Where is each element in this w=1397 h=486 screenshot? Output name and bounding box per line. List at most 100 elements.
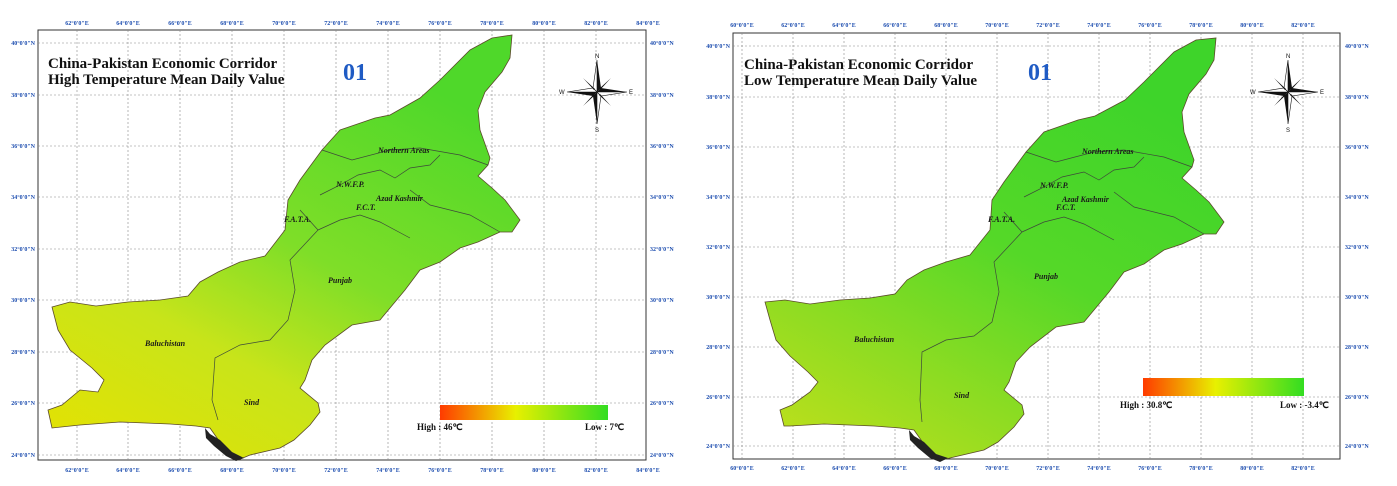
y-tick-label: 24°0'0"N <box>1345 443 1369 450</box>
x-tick-label: 76°0'0"E <box>1138 465 1161 472</box>
y-tick-label: 26°0'0"N <box>650 400 674 407</box>
y-tick-label: 40°0'0"N <box>706 43 730 50</box>
coastline-delta <box>205 428 244 461</box>
y-tick-label: 34°0'0"N <box>706 194 730 201</box>
y-tick-label: 24°0'0"N <box>706 443 730 450</box>
x-tick-label: 68°0'0"E <box>934 465 957 472</box>
region-label: N.W.F.P. <box>335 180 364 189</box>
x-tick-label: 78°0'0"E <box>480 467 503 474</box>
x-axis-bottom-ticks: 62°0'0"E 64°0'0"E 66°0'0"E 68°0'0"E 70°0… <box>65 467 659 474</box>
x-tick-label: 72°0'0"E <box>1036 465 1059 472</box>
x-tick-label: 84°0'0"E <box>636 20 659 27</box>
y-tick-label: 34°0'0"N <box>11 194 35 201</box>
y-tick-label: 36°0'0"N <box>706 144 730 151</box>
x-tick-label: 74°0'0"E <box>1087 22 1110 29</box>
compass-south-label: S <box>595 128 599 134</box>
y-tick-label: 32°0'0"N <box>650 246 674 253</box>
compass-east-label: E <box>1320 90 1324 96</box>
y-axis-left-ticks: 40°0'0"N 38°0'0"N 36°0'0"N 34°0'0"N 32°0… <box>11 40 35 459</box>
x-tick-label: 60°0'0"E <box>730 22 753 29</box>
province-boundaries <box>211 147 501 421</box>
region-label: F.C.T. <box>355 203 376 212</box>
y-tick-label: 28°0'0"N <box>1345 344 1369 351</box>
y-tick-label: 40°0'0"N <box>11 40 35 47</box>
y-tick-label: 28°0'0"N <box>706 344 730 351</box>
x-tick-label: 70°0'0"E <box>272 20 295 27</box>
y-tick-label: 38°0'0"N <box>706 94 730 101</box>
compass-rose-icon: N S E W <box>1250 54 1324 134</box>
high-temperature-map-panel: 62°0'0"E 64°0'0"E 66°0'0"E 68°0'0"E 70°0… <box>0 0 689 486</box>
y-tick-label: 30°0'0"N <box>11 297 35 304</box>
x-tick-label: 66°0'0"E <box>883 465 906 472</box>
x-axis-bottom-ticks: 60°0'0"E 62°0'0"E 64°0'0"E 66°0'0"E 68°0… <box>730 465 1314 472</box>
x-tick-label: 60°0'0"E <box>730 465 753 472</box>
y-axis-right-ticks: 40°0'0"N 38°0'0"N 36°0'0"N 34°0'0"N 32°0… <box>1345 43 1369 450</box>
x-tick-label: 62°0'0"E <box>781 22 804 29</box>
y-tick-label: 26°0'0"N <box>706 394 730 401</box>
y-tick-label: 28°0'0"N <box>650 349 674 356</box>
region-label: F.A.T.A. <box>283 215 311 224</box>
low-temperature-map-panel: 60°0'0"E 62°0'0"E 64°0'0"E 66°0'0"E 68°0… <box>700 0 1397 486</box>
region-label: F.A.T.A. <box>987 215 1015 224</box>
frame-number: 01 <box>343 60 367 86</box>
x-tick-label: 80°0'0"E <box>1240 465 1263 472</box>
x-tick-label: 66°0'0"E <box>168 20 191 27</box>
x-tick-label: 76°0'0"E <box>428 467 451 474</box>
x-tick-label: 76°0'0"E <box>1138 22 1161 29</box>
x-tick-label: 74°0'0"E <box>1087 465 1110 472</box>
y-axis-left-ticks: 40°0'0"N 38°0'0"N 36°0'0"N 34°0'0"N 32°0… <box>706 43 730 450</box>
x-tick-label: 62°0'0"E <box>65 20 88 27</box>
x-tick-label: 66°0'0"E <box>168 467 191 474</box>
map-title-line2: Low Temperature Mean Daily Value <box>744 73 977 89</box>
x-tick-label: 78°0'0"E <box>480 20 503 27</box>
x-tick-label: 78°0'0"E <box>1189 465 1212 472</box>
coastline-delta <box>909 430 948 462</box>
x-tick-label: 80°0'0"E <box>532 20 555 27</box>
compass-west-label: W <box>1250 90 1256 96</box>
x-tick-label: 70°0'0"E <box>985 465 1008 472</box>
x-axis-top-ticks: 60°0'0"E 62°0'0"E 64°0'0"E 66°0'0"E 68°0… <box>730 22 1314 29</box>
compass-west-label: W <box>559 90 565 96</box>
y-tick-label: 32°0'0"N <box>11 246 35 253</box>
province-boundaries <box>919 149 1205 423</box>
legend-high-label: High : 46℃ <box>417 422 463 432</box>
region-label: N.W.F.P. <box>1039 181 1068 190</box>
y-tick-label: 36°0'0"N <box>650 143 674 150</box>
y-tick-label: 36°0'0"N <box>1345 144 1369 151</box>
y-tick-label: 28°0'0"N <box>11 349 35 356</box>
x-tick-label: 74°0'0"E <box>376 467 399 474</box>
map-title-line1: China-Pakistan Economic Corridor <box>48 56 278 72</box>
y-tick-label: 32°0'0"N <box>1345 244 1369 251</box>
y-tick-label: 34°0'0"N <box>650 194 674 201</box>
x-tick-label: 82°0'0"E <box>584 467 607 474</box>
compass-south-label: S <box>1286 128 1290 134</box>
y-tick-label: 38°0'0"N <box>1345 94 1369 101</box>
x-tick-label: 68°0'0"E <box>220 20 243 27</box>
x-tick-label: 64°0'0"E <box>832 465 855 472</box>
x-tick-label: 74°0'0"E <box>376 20 399 27</box>
y-tick-label: 26°0'0"N <box>1345 394 1369 401</box>
y-tick-label: 40°0'0"N <box>650 40 674 47</box>
low-temperature-map: 60°0'0"E 62°0'0"E 64°0'0"E 66°0'0"E 68°0… <box>706 22 1369 472</box>
x-tick-label: 78°0'0"E <box>1189 22 1212 29</box>
x-tick-label: 72°0'0"E <box>1036 22 1059 29</box>
high-temperature-map: 62°0'0"E 64°0'0"E 66°0'0"E 68°0'0"E 70°0… <box>11 20 674 474</box>
x-tick-label: 80°0'0"E <box>1240 22 1263 29</box>
y-tick-label: 30°0'0"N <box>1345 294 1369 301</box>
x-tick-label: 62°0'0"E <box>65 467 88 474</box>
map-title-line2: High Temperature Mean Daily Value <box>48 72 285 88</box>
region-label: Sind <box>244 398 260 407</box>
region-label: Sind <box>954 391 970 400</box>
y-tick-label: 26°0'0"N <box>11 400 35 407</box>
compass-north-label: N <box>595 54 599 60</box>
x-tick-label: 82°0'0"E <box>1291 465 1314 472</box>
y-tick-label: 24°0'0"N <box>650 452 674 459</box>
region-label: Baluchistan <box>853 335 895 344</box>
legend-color-ramp <box>1143 378 1304 396</box>
x-tick-label: 72°0'0"E <box>324 20 347 27</box>
x-tick-label: 70°0'0"E <box>985 22 1008 29</box>
frame-number: 01 <box>1028 60 1052 86</box>
x-tick-label: 76°0'0"E <box>428 20 451 27</box>
x-tick-label: 82°0'0"E <box>584 20 607 27</box>
compass-rose-icon: N S E W <box>559 54 633 134</box>
